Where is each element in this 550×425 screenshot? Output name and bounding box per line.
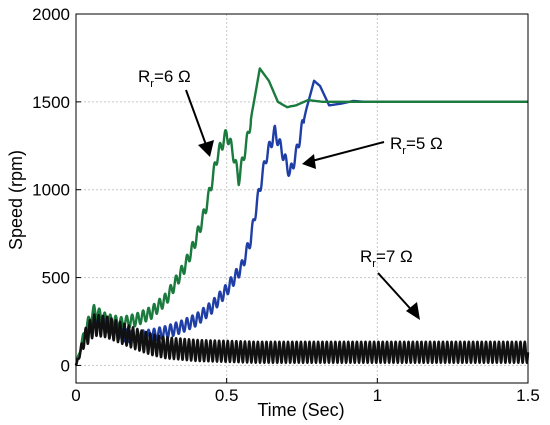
- arrow-rr5-head: [302, 154, 316, 169]
- series-line-1: [74, 67, 530, 367]
- arrow-rr6: [185, 89, 210, 154]
- arrow-rr7-head: [406, 302, 420, 320]
- x-tick-label-3: 1.5: [516, 386, 540, 405]
- y-tick-label-2: 1000: [32, 181, 70, 200]
- annotation-rr6: Rr=6 Ω: [138, 67, 191, 90]
- y-axis-label: Speed (rpm): [6, 150, 26, 250]
- x-axis-label: Time (Sec): [257, 400, 344, 420]
- tick-labels: 0 0.5 1 1.5 0 500 1000 1500 2000: [32, 5, 540, 405]
- series-line-0: [74, 79, 530, 367]
- series-lines: [74, 67, 530, 367]
- y-tick-label-4: 2000: [32, 5, 70, 24]
- y-tick-label-3: 1500: [32, 93, 70, 112]
- annotations: Rr=6 Ω Rr=5 Ω Rr=7 Ω: [138, 67, 443, 320]
- x-tick-label-0: 0: [71, 386, 80, 405]
- y-tick-label-1: 500: [42, 269, 70, 288]
- series-line-2: [74, 313, 530, 367]
- x-tick-label-2: 1: [373, 386, 382, 405]
- arrow-rr5: [307, 141, 385, 163]
- x-tick-label-1: 0.5: [215, 386, 239, 405]
- y-tick-label-0: 0: [61, 356, 70, 375]
- annotation-rr7: Rr=7 Ω: [360, 247, 413, 270]
- plot-frame: [75, 13, 529, 384]
- arrow-rr6-head: [198, 140, 214, 157]
- axis-ticks: [75, 13, 529, 383]
- annotation-rr5: Rr=5 Ω: [390, 134, 443, 157]
